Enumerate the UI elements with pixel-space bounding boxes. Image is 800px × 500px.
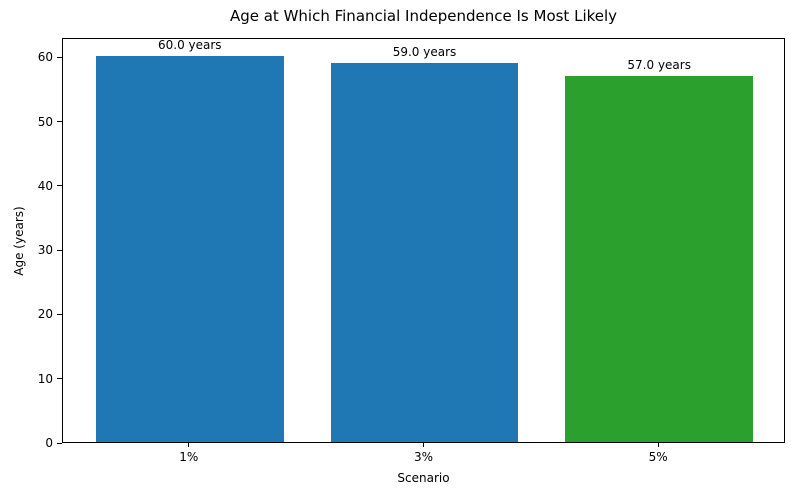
x-tick-label: 1% xyxy=(179,450,199,464)
bar-value-label: 60.0 years xyxy=(158,38,222,53)
y-axis-label: Age (years) xyxy=(12,206,26,276)
y-tick-label: 40 xyxy=(37,178,53,193)
x-tick-mark xyxy=(423,443,424,447)
y-tick-label: 50 xyxy=(37,114,53,129)
y-tick-mark xyxy=(57,378,62,380)
y-tick-label: 30 xyxy=(37,243,53,258)
bar-5% xyxy=(565,75,754,442)
y-tick-mark xyxy=(57,313,62,315)
x-tick-mark xyxy=(657,443,659,447)
y-tick-label: 20 xyxy=(37,307,53,322)
y-tick-label: 60 xyxy=(37,50,53,65)
y-tick-mark xyxy=(57,185,62,187)
y-tick-mark xyxy=(57,56,62,58)
x-tick-label: 3% xyxy=(413,450,434,464)
y-tick-mark xyxy=(57,249,62,251)
bar-3% xyxy=(330,62,519,442)
x-tick-label: 5% xyxy=(648,450,668,464)
plot-area: 60.0 years 59.0 years 57.0 years xyxy=(62,38,785,443)
chart-title: Age at Which Financial Independence Is M… xyxy=(229,7,618,25)
y-tick-mark xyxy=(57,121,62,123)
bar-1% xyxy=(95,56,284,442)
x-tick-mark xyxy=(188,443,190,447)
y-tick-label: 10 xyxy=(37,371,53,386)
x-axis-label: Scenario xyxy=(397,471,450,485)
y-tick-label: 0 xyxy=(45,436,53,450)
y-tick-mark xyxy=(57,442,62,444)
bar-value-label: 59.0 years xyxy=(392,44,457,59)
bar-value-label: 57.0 years xyxy=(627,57,691,72)
